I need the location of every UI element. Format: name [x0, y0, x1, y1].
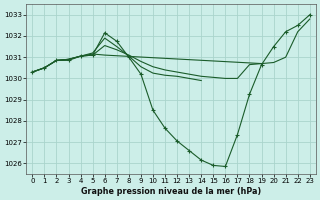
X-axis label: Graphe pression niveau de la mer (hPa): Graphe pression niveau de la mer (hPa): [81, 187, 261, 196]
